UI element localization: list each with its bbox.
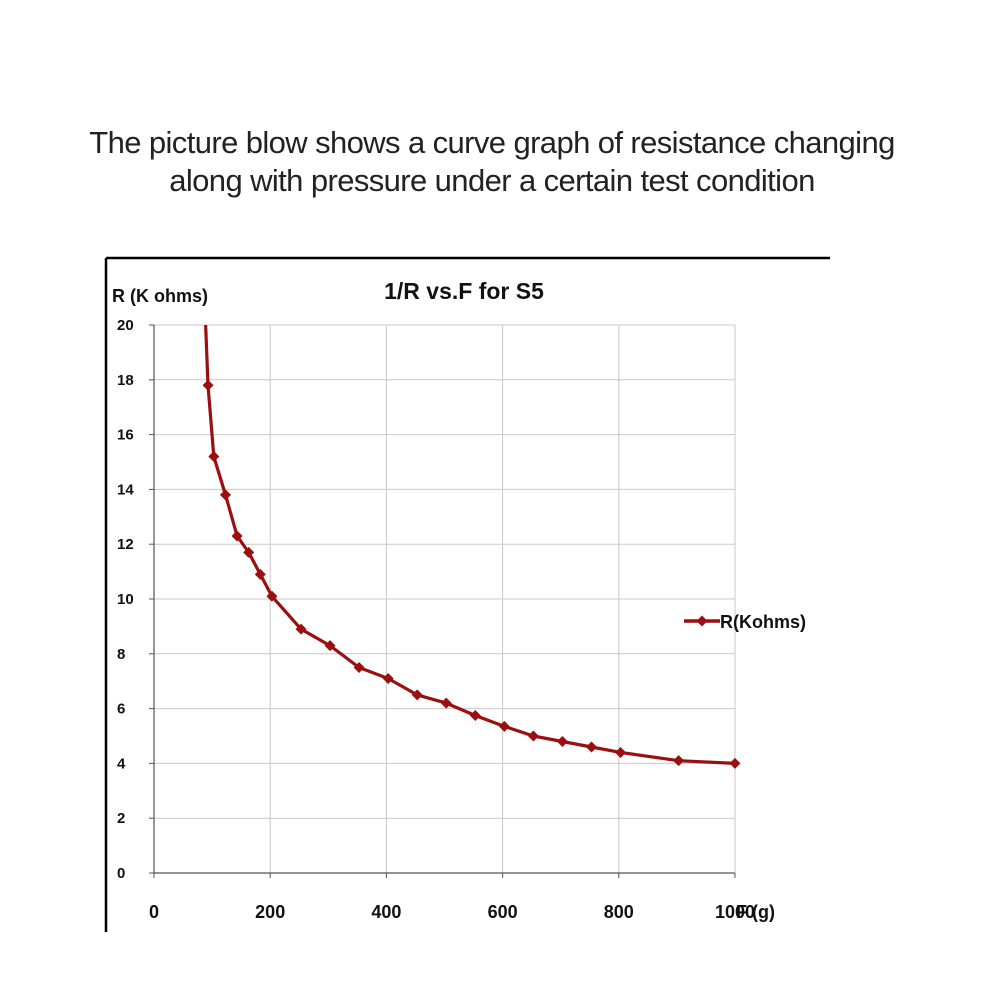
y-tick-label: 20 bbox=[117, 317, 134, 334]
y-tick-label: 0 bbox=[117, 865, 125, 882]
x-tick-label: 800 bbox=[604, 902, 634, 922]
data-point-marker bbox=[382, 672, 394, 684]
data-point-marker bbox=[254, 568, 266, 580]
data-point-marker bbox=[556, 735, 568, 747]
x-tick-label: 400 bbox=[371, 902, 401, 922]
y-tick-label: 14 bbox=[117, 481, 134, 498]
x-tick-label: 200 bbox=[255, 902, 285, 922]
caption-line-1: The picture blow shows a curve graph of … bbox=[89, 125, 895, 160]
y-tick-label: 4 bbox=[117, 755, 126, 772]
data-point-marker bbox=[411, 689, 423, 701]
series-line bbox=[204, 325, 736, 765]
page-caption: The picture blow shows a curve graph of … bbox=[0, 124, 984, 200]
data-point-marker bbox=[615, 746, 627, 758]
x-axis-title: F (g) bbox=[736, 902, 775, 922]
data-point-marker bbox=[440, 697, 452, 709]
chart-frame bbox=[104, 256, 830, 932]
chart-axes bbox=[149, 324, 736, 878]
data-point-marker bbox=[353, 662, 365, 673]
legend-marker-swatch bbox=[696, 615, 708, 627]
x-tick-label: 600 bbox=[488, 902, 518, 922]
legend-label: R(Kohms) bbox=[720, 612, 806, 632]
x-tick-label: 0 bbox=[149, 902, 159, 922]
chart-legend: R(Kohms) bbox=[684, 612, 806, 632]
data-point-marker bbox=[243, 546, 255, 558]
y-tick-label: 10 bbox=[117, 591, 134, 608]
data-point-marker bbox=[231, 530, 243, 542]
data-point-marker bbox=[324, 640, 336, 652]
y-axis-title: R (K ohms) bbox=[112, 286, 208, 306]
chart-grid bbox=[154, 324, 736, 873]
data-point-marker bbox=[498, 720, 510, 732]
y-tick-label: 8 bbox=[117, 646, 125, 663]
y-tick-label: 2 bbox=[117, 810, 125, 827]
data-point-marker bbox=[585, 741, 597, 753]
data-point-marker bbox=[527, 730, 539, 742]
data-point-marker bbox=[202, 379, 214, 391]
y-tick-label: 12 bbox=[117, 536, 134, 553]
chart-title: 1/R vs.F for S5 bbox=[384, 278, 544, 304]
y-tick-label: 6 bbox=[117, 701, 125, 718]
data-point-marker bbox=[208, 451, 220, 463]
data-point-marker bbox=[729, 757, 741, 769]
data-point-marker bbox=[295, 623, 307, 635]
y-tick-label: 18 bbox=[117, 372, 134, 389]
caption-line-2: along with pressure under a certain test… bbox=[169, 163, 815, 198]
series-layer bbox=[202, 325, 741, 769]
y-tick-label: 16 bbox=[117, 427, 134, 444]
x-tick-label: 1000 bbox=[715, 902, 755, 922]
data-point-marker bbox=[673, 755, 685, 767]
data-point-marker bbox=[469, 709, 481, 721]
data-point-marker bbox=[266, 590, 278, 602]
data-point-marker bbox=[219, 489, 231, 501]
